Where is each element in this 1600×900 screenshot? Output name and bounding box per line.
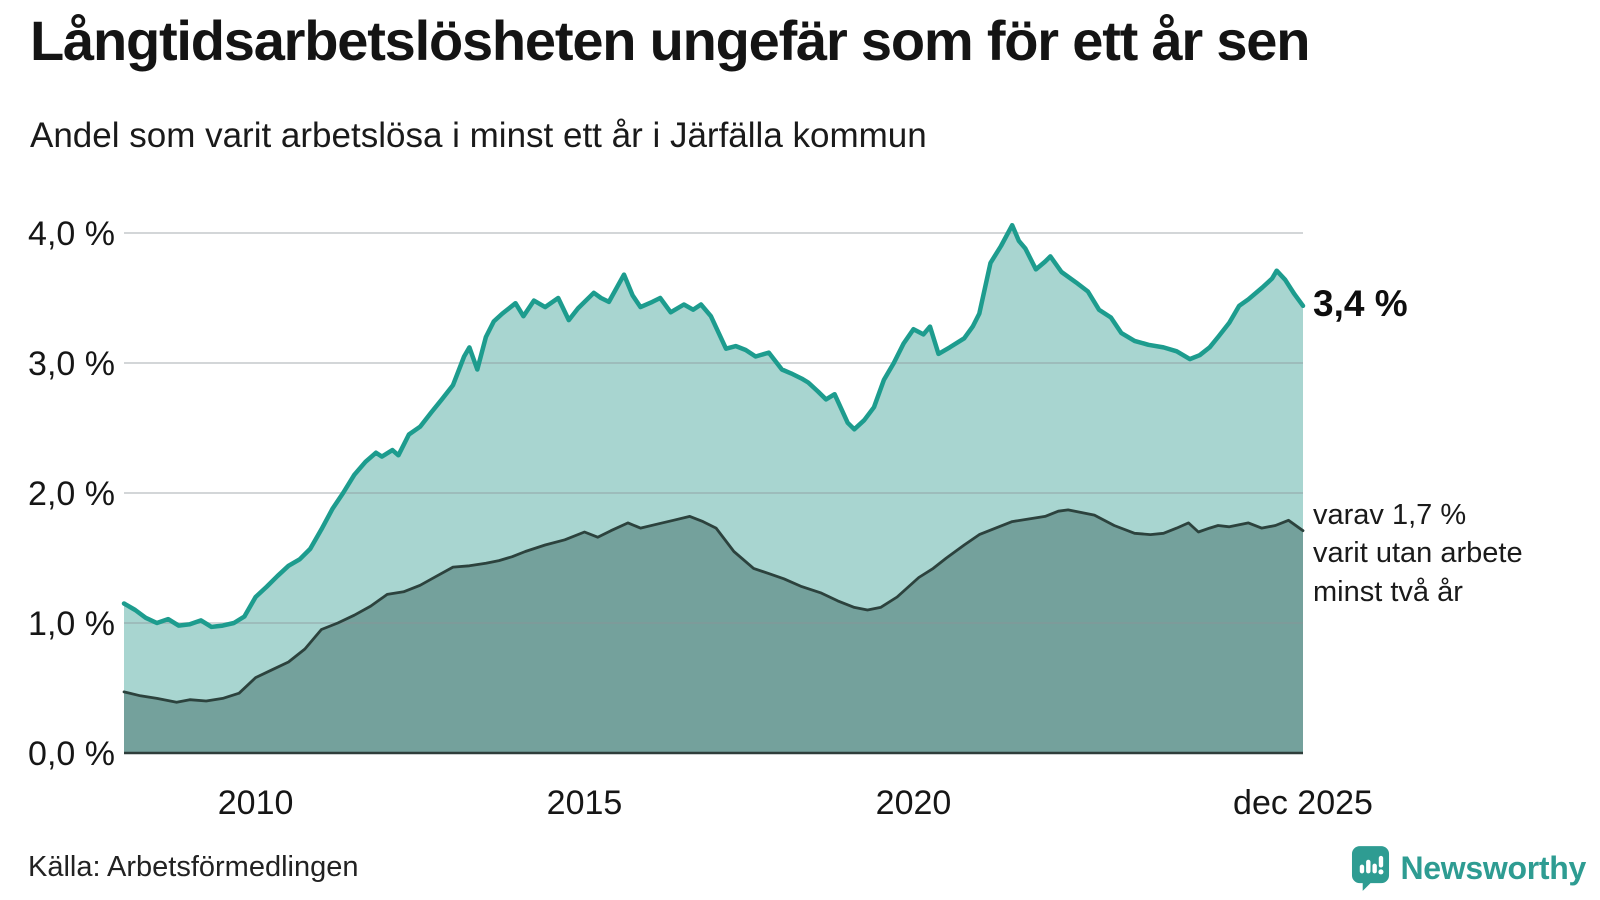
y-tick-label-4: 4,0 % bbox=[28, 215, 115, 253]
y-tick-label-3: 3,0 % bbox=[28, 345, 115, 383]
source-attribution: Källa: Arbetsförmedlingen bbox=[28, 851, 359, 883]
x-tick-label-2020: 2020 bbox=[876, 784, 952, 822]
newsworthy-logo: Newsworthy bbox=[1351, 845, 1587, 891]
gridlines bbox=[124, 232, 1303, 624]
bar-icon-small bbox=[1359, 864, 1364, 874]
x-axis-labels: 2010 2015 2020 dec 2025 bbox=[218, 784, 1373, 822]
page-title: Långtidsarbetslösheten ungefär som för e… bbox=[30, 9, 1310, 72]
y-axis-labels: 4,0 % 3,0 % 2,0 % 1,0 % 0,0 % bbox=[28, 215, 115, 773]
y-tick-label-2: 2,0 % bbox=[28, 475, 115, 513]
area-fill-two-years bbox=[124, 509, 1303, 753]
x-tick-label-2010: 2010 bbox=[218, 784, 294, 822]
y-tick-label-0: 0,0 % bbox=[28, 735, 115, 773]
line-one-year bbox=[121, 222, 1306, 630]
x-tick-label-dec-2025: dec 2025 bbox=[1233, 784, 1373, 822]
secondary-label-line-3: minst två år bbox=[1313, 575, 1463, 608]
bar-icon-tall bbox=[1365, 859, 1370, 874]
line-two-years bbox=[122, 508, 1305, 704]
exclamation-bar-icon bbox=[1378, 855, 1383, 868]
newsworthy-bubble-icon bbox=[1351, 846, 1389, 891]
exclamation-dot-icon bbox=[1377, 869, 1383, 875]
page-subtitle: Andel som varit arbetslösa i minst ett å… bbox=[30, 116, 927, 155]
y-tick-label-1: 1,0 % bbox=[28, 605, 115, 643]
x-tick-label-2015: 2015 bbox=[547, 784, 623, 822]
secondary-series-label: varav 1,7 % varit utan arbete minst två … bbox=[1313, 496, 1523, 611]
secondary-label-line-1: varav 1,7 % bbox=[1313, 499, 1467, 531]
bar-icon-medium bbox=[1371, 863, 1377, 874]
last-value-label: 3,4 % bbox=[1313, 283, 1408, 324]
secondary-label-line-2: varit utan arbete bbox=[1313, 537, 1523, 570]
brand-name: Newsworthy bbox=[1400, 849, 1587, 886]
